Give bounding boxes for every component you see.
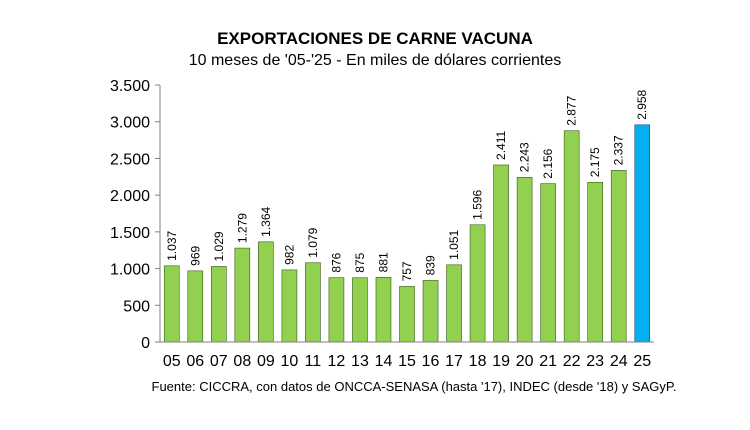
bar-20 xyxy=(516,176,533,343)
data-label-15: 757 xyxy=(400,261,414,281)
y-tick-label: 3.500 xyxy=(110,78,150,95)
data-label-16: 839 xyxy=(424,255,438,275)
data-label-18: 1.596 xyxy=(471,189,485,219)
bar-25 xyxy=(634,124,651,343)
x-tick-label-10: 10 xyxy=(280,353,298,370)
bar-05 xyxy=(163,265,180,343)
data-label-23: 2.175 xyxy=(588,147,602,177)
bar-09 xyxy=(258,241,274,343)
x-tick-label-16: 16 xyxy=(422,353,440,370)
bar-13 xyxy=(352,277,368,343)
data-label-05: 1.037 xyxy=(165,230,179,260)
x-tick-label-07: 07 xyxy=(210,353,228,370)
x-tick-label-13: 13 xyxy=(351,353,369,370)
x-tick-label-15: 15 xyxy=(398,353,416,370)
data-label-14: 881 xyxy=(376,252,390,272)
data-labels: 1.037 969 1.029 1.279 1.364 982 1.079 876 875 881… xyxy=(165,89,649,281)
y-tick-label: 2.500 xyxy=(110,151,150,168)
y-axis: 0 500 1.000 1.500 2.000 2.500 3.000 3.500 xyxy=(110,78,161,352)
data-label-20: 2.243 xyxy=(518,142,532,172)
x-tick-label-25: 25 xyxy=(633,353,651,370)
x-tick-label-09: 09 xyxy=(257,353,275,370)
bar-18 xyxy=(469,224,486,343)
bar-19 xyxy=(493,164,509,343)
y-tick-label: 500 xyxy=(123,298,150,315)
bar-06 xyxy=(187,270,204,343)
data-label-09: 1.364 xyxy=(259,206,273,236)
x-tick-label-20: 20 xyxy=(516,353,534,370)
x-tick-label-19: 19 xyxy=(492,353,510,370)
bar-24 xyxy=(610,170,627,343)
x-tick-label-22: 22 xyxy=(563,353,581,370)
data-label-19: 2.411 xyxy=(494,130,508,159)
x-tick-label-14: 14 xyxy=(375,353,393,370)
x-tick-label-23: 23 xyxy=(586,353,604,370)
bar-12 xyxy=(328,277,345,343)
x-tick-label-11: 11 xyxy=(305,353,322,370)
data-label-24: 2.337 xyxy=(612,135,626,165)
data-label-13: 875 xyxy=(353,252,367,272)
data-label-22: 2.877 xyxy=(565,95,579,125)
bar-07 xyxy=(211,266,227,343)
data-label-08: 1.279 xyxy=(235,213,249,243)
x-tick-label-17: 17 xyxy=(445,353,463,370)
data-label-06: 969 xyxy=(188,246,202,266)
data-label-11: 1.079 xyxy=(306,227,320,257)
bar-14 xyxy=(375,277,392,343)
data-label-12: 876 xyxy=(329,252,343,272)
bars xyxy=(163,124,651,343)
data-label-10: 982 xyxy=(282,245,296,265)
x-tick-label-06: 06 xyxy=(186,353,204,370)
bar-16 xyxy=(422,280,439,343)
chart-subtitle: 10 meses de '05-'25 - En miles de dólare… xyxy=(188,52,562,69)
y-tick-label: 1.500 xyxy=(110,225,150,242)
chart-title: EXPORTACIONES DE CARNE VACUNA xyxy=(217,29,533,48)
x-tick-label-21: 21 xyxy=(539,353,557,370)
x-tick-label-05: 05 xyxy=(163,353,181,370)
x-tick-label-12: 12 xyxy=(328,353,346,370)
x-tick-label-08: 08 xyxy=(233,353,251,370)
data-label-21: 2.156 xyxy=(541,148,555,178)
data-label-17: 1.051 xyxy=(447,229,461,259)
y-tick-label: 0 xyxy=(141,335,150,352)
y-tick-label: 1.000 xyxy=(110,262,150,279)
x-tick-label-24: 24 xyxy=(610,353,628,370)
bar-15 xyxy=(399,286,415,343)
bar-21 xyxy=(540,183,556,343)
bar-11 xyxy=(305,262,321,343)
data-label-25: 2.958 xyxy=(635,89,649,119)
bar-08 xyxy=(234,247,251,343)
x-tick-label-18: 18 xyxy=(469,353,487,370)
data-label-07: 1.029 xyxy=(212,231,226,261)
bar-22 xyxy=(563,130,580,343)
bar-10 xyxy=(281,269,298,343)
bar-23 xyxy=(587,181,603,343)
source-note: Fuente: CICCRA, con datos de ONCCA-SENAS… xyxy=(151,379,677,394)
y-tick-label: 2.000 xyxy=(110,188,150,205)
y-tick-label: 3.000 xyxy=(110,115,150,132)
bar-17 xyxy=(446,264,462,343)
x-axis: 05 06 07 08 09 10 11 12 13 14 15 16 17 18 19 20 21 22 23 24… xyxy=(160,341,654,370)
